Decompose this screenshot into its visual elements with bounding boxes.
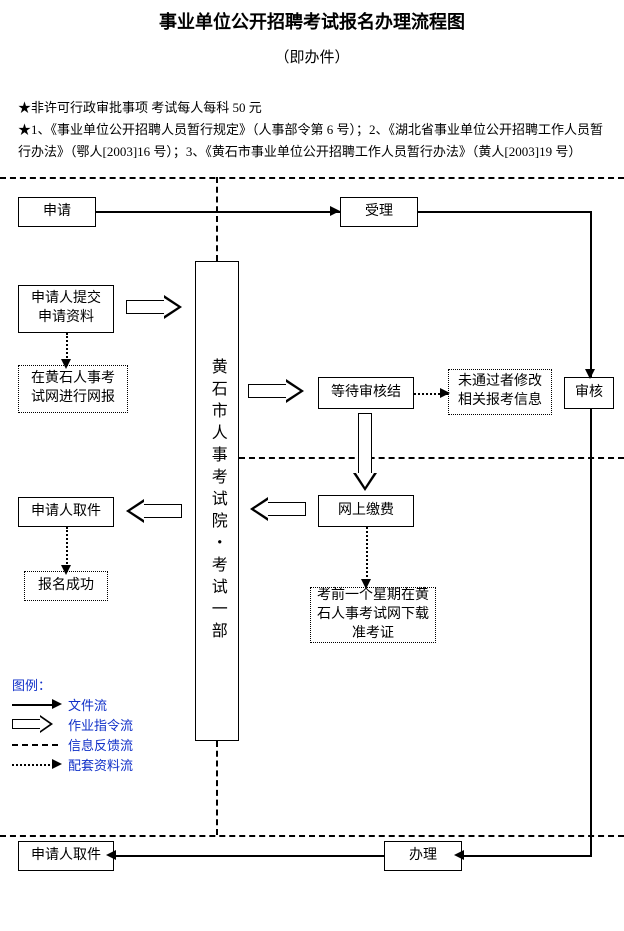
- lane-dash-bottom: [216, 741, 218, 835]
- dotarrow-submit-webreg: [61, 359, 71, 369]
- line-accept-right: [418, 211, 592, 213]
- node-failfix-label: 未通过者修改相关报考信息: [455, 373, 545, 411]
- legend-block: 图例： 文件流 作业指令流 信息反馈流 配套资料流: [12, 675, 133, 774]
- legend-row-work: 作业指令流: [12, 714, 133, 734]
- node-pickup1-label: 申请人取件: [31, 503, 101, 522]
- node-failfix: 未通过者修改相关报考信息: [448, 369, 552, 415]
- line-process-pickup: [114, 855, 384, 857]
- arrow-to-audit: [585, 369, 595, 379]
- lane-dash-rowB: [0, 835, 624, 837]
- note-line-2: ★1、《事业单位公开招聘人员暂行规定》（人事部令第 6 号）；2、《湖北省事业单…: [18, 119, 606, 163]
- node-ticket-label: 考前一个星期在黄石人事考试网下载准考证: [317, 587, 429, 644]
- node-audit: 审核: [564, 377, 614, 409]
- node-pickup2-label: 申请人取件: [31, 847, 101, 866]
- dot-pay-ticket: [366, 527, 368, 585]
- node-webreg-label: 在黄石人事考试网进行网报: [25, 370, 121, 408]
- lane-dash-top: [216, 177, 218, 261]
- line-apply-accept: [96, 211, 340, 213]
- node-pickup2: 申请人取件: [18, 841, 114, 871]
- node-process-label: 办理: [409, 847, 437, 866]
- legend-row-file: 文件流: [12, 694, 133, 714]
- line-audit-down: [590, 409, 592, 855]
- node-submit-label: 申请人提交 申请资料: [31, 290, 101, 328]
- lane-dash-row0: [0, 177, 624, 179]
- node-pay: 网上缴费: [318, 495, 414, 527]
- node-apply-label: 申请: [43, 203, 71, 222]
- note-line-1: ★非许可行政审批事项 考试每人每科 50 元: [18, 97, 606, 119]
- node-waitaudit-label: 等待审核结: [331, 384, 401, 403]
- node-accept-label: 受理: [365, 203, 393, 222]
- node-webreg: 在黄石人事考试网进行网报: [18, 365, 128, 413]
- node-audit-label: 审核: [575, 384, 603, 403]
- line-accept-down: [590, 211, 592, 377]
- legend-work-label: 作业指令流: [68, 715, 133, 734]
- page-root: 事业单位公开招聘考试报名办理流程图 （即办件） ★非许可行政审批事项 考试每人每…: [0, 0, 624, 931]
- line-to-process: [462, 855, 592, 857]
- notes-block: ★非许可行政审批事项 考试每人每科 50 元 ★1、《事业单位公开招聘人员暂行规…: [0, 97, 624, 163]
- dotarrow-pickup-success: [61, 565, 71, 575]
- node-center-label: 黄石市人事考试院・考试一部: [206, 358, 228, 644]
- flowchart-canvas: 申请 受理 申请人提交 申请资料 在黄石人事考试网进行网报 黄石市人事考试院・考…: [0, 177, 624, 897]
- lane-dash-midright: [239, 457, 624, 459]
- node-success-label: 报名成功: [38, 577, 94, 596]
- node-waitaudit: 等待审核结: [318, 377, 414, 409]
- node-center: 黄石市人事考试院・考试一部: [195, 261, 239, 741]
- node-apply: 申请: [18, 197, 96, 227]
- node-submit: 申请人提交 申请资料: [18, 285, 114, 333]
- dotarrow-wait-failfix: [440, 388, 450, 398]
- node-pickup1: 申请人取件: [18, 497, 114, 527]
- arrow-process-pickup: [106, 850, 116, 860]
- dotarrow-pay-ticket: [361, 579, 371, 589]
- legend-file-label: 文件流: [68, 695, 107, 714]
- legend-title: 图例：: [12, 675, 133, 694]
- page-title: 事业单位公开招聘考试报名办理流程图: [0, 0, 624, 34]
- node-ticket: 考前一个星期在黄石人事考试网下载准考证: [310, 587, 436, 643]
- node-process: 办理: [384, 841, 462, 871]
- arrow-to-process: [454, 850, 464, 860]
- node-pay-label: 网上缴费: [338, 502, 394, 521]
- legend-row-feedback: 信息反馈流: [12, 734, 133, 754]
- arrow-apply-accept: [330, 206, 340, 216]
- legend-feedback-label: 信息反馈流: [68, 735, 133, 754]
- page-subtitle: （即办件）: [0, 46, 624, 67]
- legend-row-material: 配套资料流: [12, 754, 133, 774]
- node-success: 报名成功: [24, 571, 108, 601]
- legend-material-label: 配套资料流: [68, 755, 133, 774]
- node-accept: 受理: [340, 197, 418, 227]
